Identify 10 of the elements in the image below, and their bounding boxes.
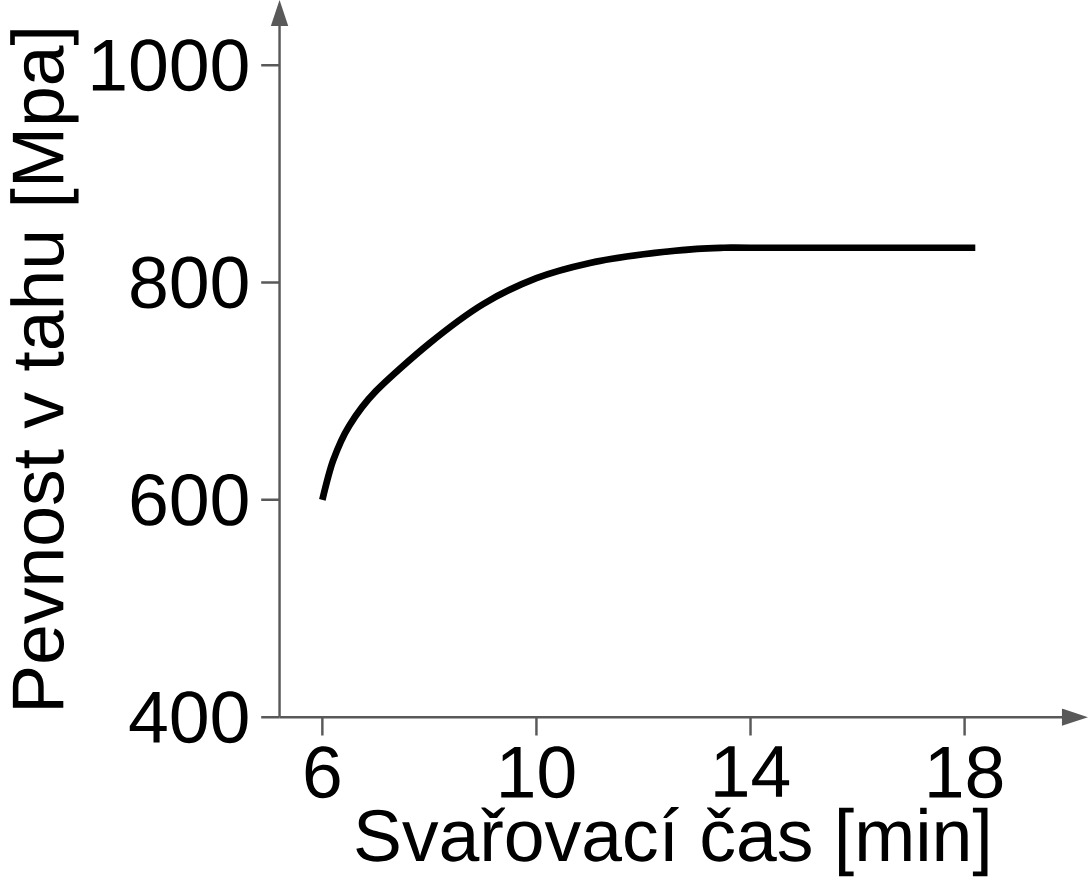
x-tick-label: 18 — [929, 746, 1003, 799]
y-tick-label: 800 — [131, 256, 248, 309]
y-axis-title: Pevnost v tahu [Mpa] — [10, 30, 79, 708]
x-axis-title: Svařovací čas [min] — [356, 806, 988, 877]
x-tick-label: 10 — [501, 746, 575, 799]
y-tick-label: 1000 — [92, 39, 248, 91]
y-tick-label: 600 — [131, 473, 248, 526]
x-tick-label: 14 — [715, 746, 790, 797]
x-tick-label: 6 — [305, 746, 340, 799]
y-tick-label: 400 — [129, 691, 248, 743]
